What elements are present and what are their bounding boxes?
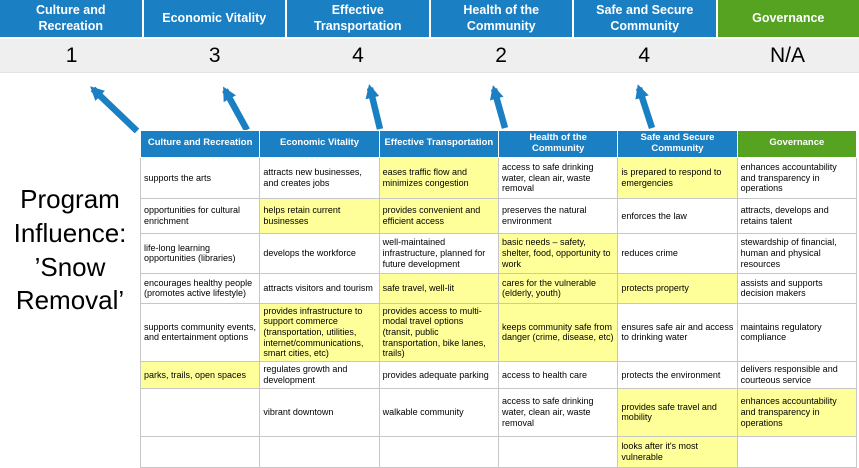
arrow-icon [639, 88, 652, 128]
pillar-header: Culture and Recreation [0, 0, 142, 37]
pillar-score: 3 [143, 39, 286, 72]
pillar-header: Governance [718, 0, 859, 37]
matrix-cell: keeps community safe from danger (crime,… [498, 303, 617, 361]
matrix-cell: develops the workforce [260, 233, 379, 273]
matrix-cell [379, 436, 498, 467]
matrix-cell: ensures safe air and access to drinking … [618, 303, 737, 361]
matrix-cell: vibrant downtown [260, 388, 379, 436]
matrix-row: supports community events, and entertain… [141, 303, 857, 361]
matrix-cell: life-long learning opportunities (librar… [141, 233, 260, 273]
matrix-cell: is prepared to respond to emergencies [618, 157, 737, 198]
matrix-cell: provides safe travel and mobility [618, 388, 737, 436]
matrix-cell: reduces crime [618, 233, 737, 273]
matrix-header-cell: Economic Vitality [260, 131, 379, 158]
matrix-cell: access to safe drinking water, clean air… [498, 388, 617, 436]
matrix-cell [141, 388, 260, 436]
matrix-cell: basic needs – safety, shelter, food, opp… [498, 233, 617, 273]
matrix-cell: eases traffic flow and minimizes congest… [379, 157, 498, 198]
pillar-header: Safe and Secure Community [574, 0, 716, 37]
matrix-cell: regulates growth and development [260, 361, 379, 388]
matrix-cell: provides adequate parking [379, 361, 498, 388]
matrix-cell: preserves the natural environment [498, 198, 617, 233]
matrix-cell: attracts visitors and tourism [260, 273, 379, 303]
matrix-cell: parks, trails, open spaces [141, 361, 260, 388]
pillar-header: Health of the Community [431, 0, 573, 37]
matrix-cell: access to safe drinking water, clean air… [498, 157, 617, 198]
influence-arrows [0, 75, 859, 133]
arrow-icon [494, 89, 505, 128]
matrix-cell: enforces the law [618, 198, 737, 233]
matrix-cell: opportunities for cultural enrichment [141, 198, 260, 233]
matrix-cell: walkable community [379, 388, 498, 436]
matrix-cell: protects property [618, 273, 737, 303]
matrix-cell: attracts, develops and retains talent [737, 198, 856, 233]
matrix-cell: attracts new businesses, and creates job… [260, 157, 379, 198]
matrix-cell: encourages healthy people (promotes acti… [141, 273, 260, 303]
pillar-score: 1 [0, 39, 143, 72]
matrix-cell: cares for the vulnerable (elderly, youth… [498, 273, 617, 303]
matrix-cell [141, 436, 260, 467]
matrix-cell: provides convenient and efficient access [379, 198, 498, 233]
arrow-icon [93, 89, 137, 131]
matrix-header-cell: Effective Transportation [379, 131, 498, 158]
pillar-score: 4 [286, 39, 429, 72]
matrix-row: life-long learning opportunities (librar… [141, 233, 857, 273]
matrix-cell: provides access to multi-modal travel op… [379, 303, 498, 361]
arrow-icon [225, 90, 247, 130]
arrow-icon [370, 88, 380, 129]
matrix-cell: enhances accountability and transparency… [737, 388, 856, 436]
matrix-cell: access to health care [498, 361, 617, 388]
pillar-score: 2 [430, 39, 573, 72]
matrix-header-cell: Governance [737, 131, 856, 158]
matrix-cell [260, 436, 379, 467]
matrix-cell: well-maintained infrastructure, planned … [379, 233, 498, 273]
matrix-cell: safe travel, well-lit [379, 273, 498, 303]
matrix-row: looks after it's most vulnerable [141, 436, 857, 467]
matrix-cell [498, 436, 617, 467]
matrix-cell: maintains regulatory compliance [737, 303, 856, 361]
pillar-score: 4 [573, 39, 716, 72]
matrix-header-cell: Culture and Recreation [141, 131, 260, 158]
page-title: Program Influence: ’Snow Removal’ [2, 183, 138, 318]
pillar-header: Effective Transportation [287, 0, 429, 37]
pillar-score: N/A [716, 39, 859, 72]
matrix-cell: enhances accountability and transparency… [737, 157, 856, 198]
matrix-header-cell: Health of the Community [498, 131, 617, 158]
matrix-cell: provides infrastructure to support comme… [260, 303, 379, 361]
matrix-header-cell: Safe and Secure Community [618, 131, 737, 158]
matrix-cell [737, 436, 856, 467]
matrix-cell: delivers responsible and courteous servi… [737, 361, 856, 388]
matrix-cell: supports community events, and entertain… [141, 303, 260, 361]
matrix-cell: stewardship of financial, human and phys… [737, 233, 856, 273]
matrix-cell: protects the environment [618, 361, 737, 388]
matrix-cell: looks after it's most vulnerable [618, 436, 737, 467]
matrix-cell: assists and supports decision makers [737, 273, 856, 303]
pillar-header: Economic Vitality [144, 0, 286, 37]
matrix-row: encourages healthy people (promotes acti… [141, 273, 857, 303]
matrix-cell: helps retain current businesses [260, 198, 379, 233]
matrix-cell: supports the arts [141, 157, 260, 198]
